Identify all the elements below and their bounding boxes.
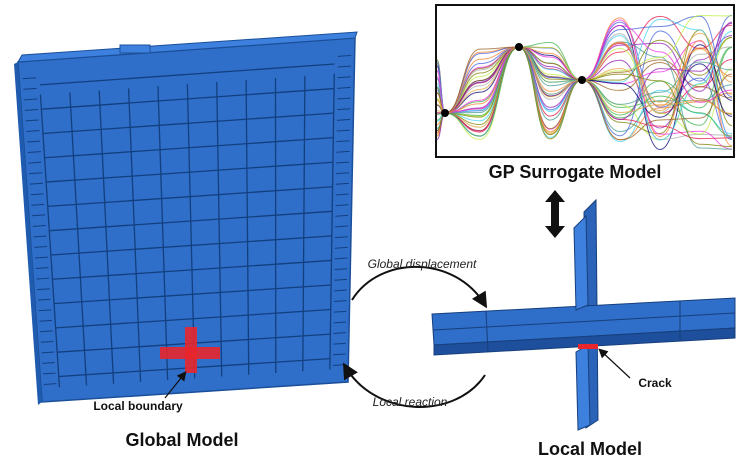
crack-marker (578, 344, 598, 349)
crack-label: Crack (638, 376, 672, 390)
double-arrow (545, 190, 565, 238)
red-vertical (185, 327, 197, 373)
gp-title: GP Surrogate Model (489, 162, 662, 182)
local-model-title: Local Model (538, 439, 642, 459)
forward-label: Global displacement (368, 257, 477, 271)
forward-arrow (352, 267, 485, 305)
backward-label: Local reaction (373, 395, 448, 409)
gp-point (441, 109, 449, 117)
gp-point (515, 43, 523, 51)
gp-point (578, 76, 586, 84)
global-top-block (120, 45, 150, 53)
vertical-plate-lower (576, 345, 590, 430)
global-model (14, 32, 357, 405)
local-model (432, 200, 735, 430)
local-boundary-label: Local boundary (93, 399, 183, 413)
page: Local boundary Global Model GP Surrogate… (0, 0, 739, 464)
diagram: Local boundary Global Model GP Surrogate… (0, 0, 739, 464)
vertical-plate-upper (574, 216, 588, 310)
global-model-title: Global Model (125, 430, 238, 450)
crack-pointer (600, 350, 630, 378)
